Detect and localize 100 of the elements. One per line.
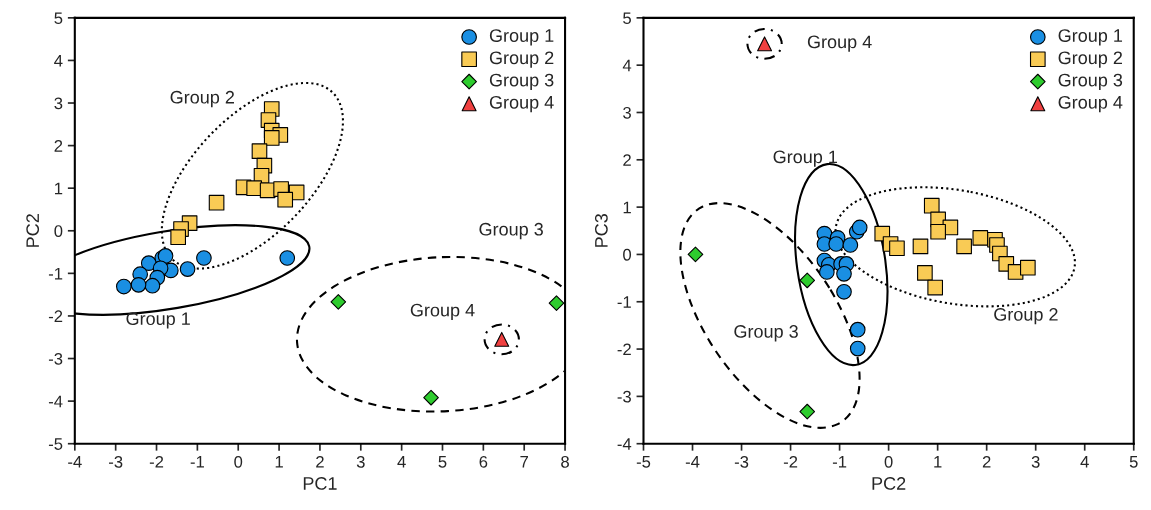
point: [836, 283, 852, 300]
y-tick-label: -3: [617, 390, 631, 403]
y-tick-label: 2: [54, 140, 63, 152]
legend-label: Group 4: [1058, 95, 1123, 113]
point: [917, 265, 933, 281]
point: [263, 130, 280, 146]
point: [849, 340, 866, 357]
x-tick-label: 4: [1080, 456, 1089, 468]
point: [208, 194, 225, 211]
y-tick-label: -3: [48, 352, 63, 365]
x-tick-label: 2: [982, 455, 991, 468]
annotation: Group 1: [773, 150, 838, 167]
x-tick-label: 7: [520, 456, 528, 468]
x-tick-label: 4: [397, 456, 406, 468]
y-tick-label: 2: [623, 154, 631, 166]
annotation: Group 2: [170, 90, 234, 108]
point: [548, 295, 565, 312]
y-tick-label: 4: [54, 55, 63, 67]
x-tick-label: -2: [783, 455, 798, 468]
x-tick-label: -2: [149, 455, 164, 468]
point: [930, 223, 946, 240]
legend-label: Group 2: [489, 51, 554, 68]
x-tick-label: 0: [234, 455, 243, 468]
y-tick-label: 0: [54, 225, 63, 237]
legend-label: Group 1: [489, 29, 554, 46]
y-tick-label: -2: [617, 343, 631, 356]
x-tick-label: -1: [190, 456, 204, 468]
x-tick-label: 5: [1129, 456, 1138, 468]
point: [170, 229, 187, 246]
point: [836, 265, 852, 282]
y-tick-label: 5: [54, 12, 63, 25]
annotation: Group 3: [734, 325, 798, 342]
annotation: Group 4: [807, 35, 872, 52]
annotation: Group 4: [410, 303, 475, 321]
point: [849, 321, 866, 338]
point: [179, 261, 196, 277]
y-tick-label: -1: [48, 267, 63, 280]
x-tick-label: 5: [438, 456, 447, 468]
point: [799, 272, 816, 289]
point: [851, 219, 868, 236]
y-axis-title: PC3: [594, 214, 608, 247]
point: [828, 236, 844, 252]
x-tick-label: -5: [636, 456, 651, 468]
x-tick-label: -3: [109, 455, 123, 468]
y-tick-label: -5: [48, 438, 63, 450]
point: [687, 246, 704, 263]
y-tick-label: 3: [623, 106, 631, 119]
y-tick-label: -2: [48, 310, 63, 322]
point: [972, 230, 989, 246]
point: [279, 250, 296, 266]
y-axis-title: PC2: [26, 214, 40, 247]
y-tick-label: -4: [48, 395, 63, 408]
legend-label: Group 3: [489, 73, 554, 91]
x-tick-label: 2: [316, 455, 324, 468]
point: [423, 389, 439, 406]
x-tick-label: 1: [275, 456, 283, 468]
y-tick-label: 0: [623, 248, 632, 261]
point: [889, 240, 905, 257]
point: [912, 238, 929, 255]
x-axis-title: PC1: [303, 477, 337, 490]
x-tick-label: 0: [884, 455, 893, 468]
annotation: Group 2: [994, 308, 1058, 325]
point: [144, 277, 161, 294]
x-axis-title: PC2: [872, 477, 906, 490]
x-tick-label: -4: [685, 456, 700, 468]
y-tick-label: -1: [617, 296, 631, 308]
point: [819, 264, 835, 280]
point: [956, 238, 972, 255]
legend-label: Group 2: [1058, 51, 1122, 68]
point: [1020, 259, 1036, 276]
y-tick-label: 1: [623, 201, 631, 214]
point: [130, 277, 147, 293]
point: [196, 250, 212, 266]
x-tick-label: -4: [68, 456, 82, 468]
y-tick-label: 5: [623, 12, 631, 25]
annotation: Group 3: [479, 222, 543, 240]
point: [842, 237, 859, 253]
point: [277, 191, 294, 208]
y-tick-label: 1: [55, 182, 63, 195]
legend-label: Group 1: [1058, 29, 1123, 46]
point: [251, 143, 268, 159]
legend-label: Group 3: [1058, 73, 1123, 91]
point: [927, 279, 944, 296]
legend-label: Group 4: [489, 95, 554, 113]
y-tick-label: 3: [54, 97, 63, 110]
x-tick-label: 3: [356, 455, 365, 468]
x-tick-label: 1: [934, 456, 942, 468]
point: [330, 294, 347, 310]
x-tick-label: 8: [561, 455, 569, 468]
x-tick-label: -1: [832, 456, 847, 468]
point: [923, 197, 940, 214]
x-tick-label: 6: [479, 455, 488, 468]
y-tick-label: 4: [622, 59, 632, 72]
annotation: Group 1: [126, 312, 190, 329]
point: [799, 403, 816, 420]
point: [246, 180, 262, 197]
y-tick-label: -4: [617, 438, 632, 450]
x-tick-label: -3: [734, 455, 749, 468]
point: [116, 278, 132, 295]
x-tick-label: 3: [1031, 455, 1040, 468]
